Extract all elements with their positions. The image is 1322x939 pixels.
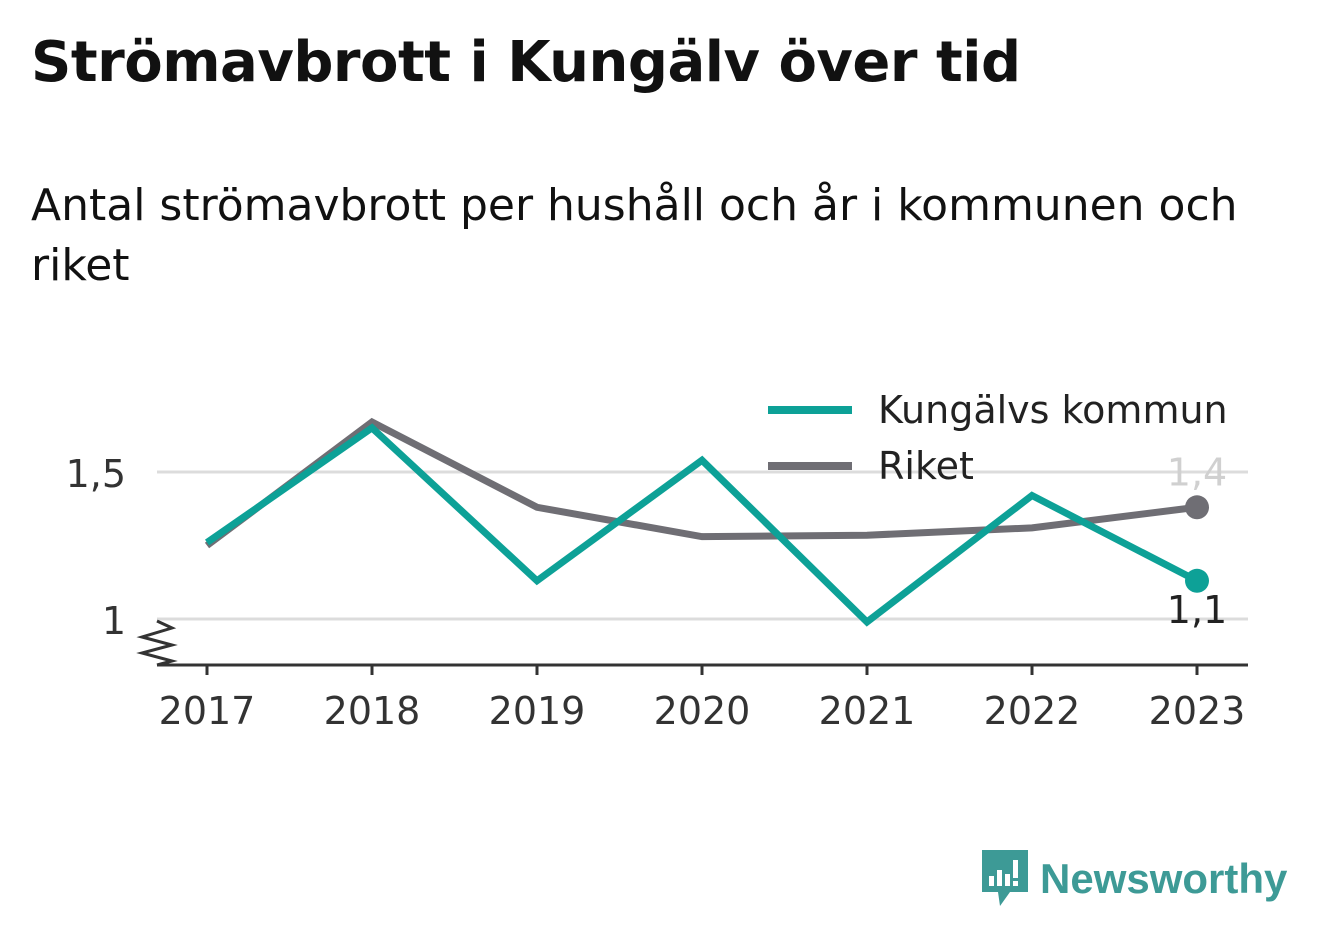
series-line bbox=[204, 417, 1198, 549]
legend: Kungälvs kommun Riket bbox=[768, 388, 1228, 488]
legend-label: Riket bbox=[878, 444, 974, 488]
y-tick-label: 1,5 bbox=[66, 452, 126, 496]
bar-chart-bubble-icon bbox=[982, 850, 1028, 906]
brand-name: Newsworthy bbox=[1040, 855, 1288, 902]
series-end-label: 1,1 bbox=[1167, 588, 1227, 632]
series-lines bbox=[204, 417, 1209, 627]
chart-title: Strömavbrott i Kungälv över tid bbox=[31, 30, 1021, 95]
series-end-point bbox=[1185, 495, 1209, 520]
axes: 1 1,5 2017 2018 2019 2020 2021 2022 2023 bbox=[66, 452, 1248, 733]
series-end-point bbox=[1185, 568, 1209, 593]
x-tick-label: 2022 bbox=[984, 689, 1081, 733]
gridlines bbox=[157, 470, 1248, 621]
newsworthy-logo: Newsworthy bbox=[980, 848, 1287, 910]
x-tick-label: 2023 bbox=[1149, 689, 1246, 733]
x-tick-label: 2019 bbox=[489, 689, 586, 733]
chart-subtitle: Antal strömavbrott per hushåll och år i … bbox=[31, 180, 1238, 291]
series-line bbox=[205, 423, 1199, 627]
axis-break-icon bbox=[136, 619, 178, 667]
x-tick-label: 2020 bbox=[654, 689, 751, 733]
x-tick-label: 2018 bbox=[324, 689, 421, 733]
end-labels: 1,1 1,4 bbox=[1167, 450, 1227, 632]
series-end-label: 1,4 bbox=[1167, 450, 1227, 494]
y-tick-label: 1 bbox=[102, 599, 126, 643]
x-tick-label: 2017 bbox=[159, 689, 256, 733]
x-tick-label: 2021 bbox=[819, 689, 916, 733]
legend-label: Kungälvs kommun bbox=[878, 388, 1228, 432]
